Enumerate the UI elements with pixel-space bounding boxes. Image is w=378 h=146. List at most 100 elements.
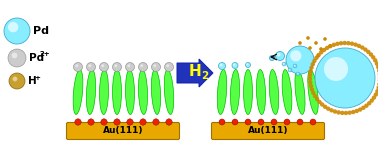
Circle shape — [218, 62, 226, 69]
Ellipse shape — [164, 69, 174, 114]
Circle shape — [153, 64, 156, 67]
FancyBboxPatch shape — [212, 122, 324, 139]
Circle shape — [152, 62, 161, 72]
Ellipse shape — [138, 69, 147, 114]
Circle shape — [164, 62, 174, 72]
Circle shape — [314, 56, 319, 60]
Circle shape — [75, 64, 78, 67]
Circle shape — [316, 54, 320, 58]
Circle shape — [373, 58, 378, 63]
Circle shape — [138, 62, 147, 72]
Circle shape — [322, 48, 326, 52]
Circle shape — [220, 64, 222, 66]
Circle shape — [323, 37, 327, 41]
Circle shape — [245, 62, 251, 67]
Circle shape — [297, 73, 298, 74]
Circle shape — [340, 111, 344, 115]
Ellipse shape — [217, 69, 227, 114]
Circle shape — [376, 65, 378, 69]
Ellipse shape — [295, 70, 305, 114]
Circle shape — [372, 95, 376, 100]
Circle shape — [166, 64, 169, 67]
Circle shape — [319, 50, 324, 54]
Circle shape — [344, 111, 348, 115]
Circle shape — [320, 102, 324, 107]
Circle shape — [88, 64, 91, 67]
Circle shape — [153, 119, 159, 125]
Circle shape — [339, 41, 343, 45]
Circle shape — [246, 63, 248, 65]
Circle shape — [370, 98, 374, 103]
Circle shape — [353, 42, 358, 47]
Circle shape — [319, 47, 323, 51]
Text: H: H — [28, 76, 37, 86]
Circle shape — [374, 92, 378, 97]
Circle shape — [232, 119, 238, 125]
Circle shape — [308, 69, 313, 73]
Circle shape — [88, 119, 94, 125]
Circle shape — [308, 73, 312, 77]
Circle shape — [350, 41, 354, 46]
Circle shape — [311, 62, 315, 66]
Circle shape — [326, 107, 330, 111]
Ellipse shape — [282, 70, 292, 114]
Circle shape — [219, 119, 225, 125]
Circle shape — [166, 119, 172, 125]
Circle shape — [286, 46, 314, 74]
Circle shape — [101, 64, 104, 67]
Circle shape — [290, 50, 301, 61]
Circle shape — [347, 111, 352, 115]
Circle shape — [308, 46, 312, 50]
Circle shape — [277, 53, 280, 57]
Circle shape — [314, 41, 318, 45]
Circle shape — [73, 62, 82, 72]
Circle shape — [310, 87, 314, 92]
Circle shape — [127, 64, 130, 67]
Circle shape — [329, 108, 334, 113]
Circle shape — [245, 119, 251, 125]
Circle shape — [360, 45, 364, 50]
Circle shape — [127, 119, 133, 125]
Circle shape — [283, 63, 284, 64]
Circle shape — [233, 63, 235, 66]
Circle shape — [99, 62, 108, 72]
Circle shape — [232, 62, 238, 68]
Circle shape — [75, 119, 81, 125]
FancyArrow shape — [177, 59, 213, 87]
FancyBboxPatch shape — [67, 122, 180, 139]
Circle shape — [312, 59, 317, 63]
Circle shape — [306, 36, 310, 40]
Circle shape — [270, 55, 274, 60]
Circle shape — [87, 62, 96, 72]
Circle shape — [296, 72, 300, 76]
Circle shape — [4, 18, 30, 44]
Circle shape — [114, 64, 117, 67]
Circle shape — [364, 104, 369, 108]
Text: H: H — [189, 65, 202, 80]
Circle shape — [377, 68, 378, 73]
Circle shape — [8, 49, 26, 67]
Circle shape — [351, 110, 355, 114]
Circle shape — [308, 80, 313, 85]
Circle shape — [311, 91, 316, 95]
Circle shape — [377, 82, 378, 86]
Circle shape — [308, 76, 312, 81]
Circle shape — [101, 119, 107, 125]
Circle shape — [315, 97, 319, 101]
Circle shape — [309, 66, 314, 70]
Circle shape — [8, 22, 18, 32]
Text: +: + — [34, 74, 40, 80]
Circle shape — [297, 119, 303, 125]
Circle shape — [332, 43, 336, 47]
Circle shape — [316, 53, 321, 57]
Circle shape — [375, 89, 378, 93]
Ellipse shape — [73, 70, 83, 114]
Circle shape — [366, 50, 370, 54]
Circle shape — [293, 64, 297, 68]
Circle shape — [12, 53, 17, 58]
Ellipse shape — [151, 69, 161, 114]
Circle shape — [357, 44, 361, 48]
Circle shape — [12, 77, 17, 81]
Circle shape — [282, 62, 286, 66]
Ellipse shape — [269, 69, 279, 114]
